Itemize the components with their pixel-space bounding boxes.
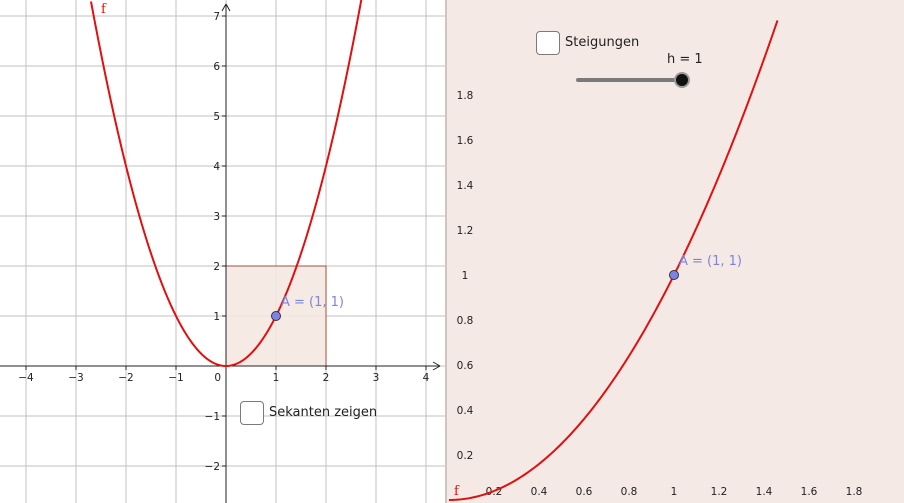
function-f-curve[interactable]: [90, 0, 363, 368]
point-a-zoomed[interactable]: [669, 270, 679, 280]
function-f-label: f: [101, 2, 107, 17]
y-tick-label: 1: [213, 311, 220, 323]
x-tick-label: 2: [323, 372, 330, 384]
left-tick-labels: −4 −3 −2 −1 1 2 3 4 −2 −1 1 2 3 4 5 6 7 0: [18, 11, 429, 473]
x-tick-label: −1: [168, 372, 183, 384]
y-tick-label: 0.2: [457, 450, 474, 462]
x-tick-label: 0.8: [621, 486, 638, 498]
x-tick-label: −4: [18, 372, 34, 384]
y-tick-label: 0.6: [457, 360, 474, 372]
y-tick-label: 1.4: [457, 180, 474, 192]
sekanten-zeigen-checkbox[interactable]: [240, 401, 264, 425]
y-tick-label: 1: [462, 270, 469, 282]
left-graphics-view[interactable]: −4 −3 −2 −1 1 2 3 4 −2 −1 1 2 3 4 5 6 7 0 f A = (1, 1): [0, 0, 445, 503]
x-axis-arrow: [432, 361, 441, 371]
y-tick-label: 1.8: [457, 90, 474, 102]
point-a[interactable]: [271, 311, 281, 321]
x-tick-label: 1: [273, 372, 280, 384]
left-view-background: [0, 0, 445, 503]
x-tick-label: 1.6: [801, 486, 818, 498]
x-tick-label: −3: [68, 372, 83, 384]
x-tick-label: 0.4: [531, 486, 548, 498]
y-tick-label: 6: [213, 61, 220, 73]
x-tick-label: 1.8: [846, 486, 863, 498]
x-tick-label: 4: [423, 372, 430, 384]
y-tick-label: 3: [213, 211, 220, 223]
function-f-curve-zoomed[interactable]: [448, 20, 779, 501]
slider-h-track[interactable]: [576, 78, 682, 82]
x-tick-label: 3: [373, 372, 380, 384]
y-tick-label: −1: [205, 411, 220, 423]
point-a-label: A = (1, 1): [281, 295, 344, 310]
x-tick-label: 1.2: [711, 486, 728, 498]
steigungen-checkbox[interactable]: [536, 31, 560, 55]
y-tick-label: −2: [205, 461, 220, 473]
y-tick-label: 7: [213, 11, 220, 23]
y-tick-label: 1.6: [457, 135, 474, 147]
y-tick-label: 4: [213, 161, 220, 173]
origin-label: 0: [214, 372, 221, 384]
y-axis-arrow: [221, 3, 231, 12]
y-tick-label: 5: [213, 111, 220, 123]
sekanten-zeigen-label: Sekanten zeigen: [269, 405, 378, 420]
slider-h-label: h = 1: [667, 52, 703, 67]
y-tick-label: 2: [213, 261, 220, 273]
steigungen-label: Steigungen: [565, 35, 640, 50]
y-tick-label: 0.8: [457, 315, 474, 327]
x-tick-label: 1: [671, 486, 678, 498]
x-tick-label: 0.6: [576, 486, 593, 498]
function-f-label-zoomed: f: [454, 484, 460, 499]
x-tick-label: −2: [118, 372, 133, 384]
y-tick-label: 1.2: [457, 225, 474, 237]
y-tick-label: 0.4: [457, 405, 474, 417]
x-tick-label: 1.4: [756, 486, 773, 498]
right-tick-labels: 0.2 0.4 0.6 0.8 1 1.2 1.4 1.6 1.80.20.40.60.811.…: [457, 90, 863, 498]
slider-h-knob[interactable]: [674, 72, 690, 88]
point-a-label-zoomed: A = (1, 1): [679, 254, 742, 269]
slider-h[interactable]: [574, 72, 690, 88]
